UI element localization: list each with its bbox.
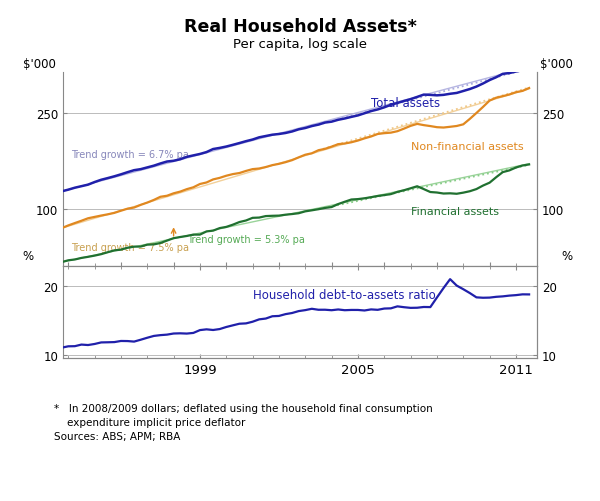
Text: *   In 2008/2009 dollars; deflated using the household final consumption
    exp: * In 2008/2009 dollars; deflated using t… bbox=[54, 403, 433, 441]
Text: Financial assets: Financial assets bbox=[410, 206, 499, 216]
Text: %: % bbox=[23, 249, 34, 263]
Text: Per capita, log scale: Per capita, log scale bbox=[233, 38, 367, 51]
Text: Trend growth = 7.5% pa: Trend growth = 7.5% pa bbox=[71, 243, 189, 253]
Text: Trend growth = 6.7% pa: Trend growth = 6.7% pa bbox=[71, 150, 189, 160]
Text: Real Household Assets*: Real Household Assets* bbox=[184, 18, 416, 36]
Text: $'000: $'000 bbox=[539, 58, 572, 71]
Text: Trend growth = 5.3% pa: Trend growth = 5.3% pa bbox=[187, 234, 305, 244]
Text: %: % bbox=[562, 249, 572, 263]
Text: Non-financial assets: Non-financial assets bbox=[410, 142, 523, 152]
Text: Household debt-to-assets ratio: Household debt-to-assets ratio bbox=[253, 288, 436, 301]
Text: $'000: $'000 bbox=[23, 58, 56, 71]
Text: Total assets: Total assets bbox=[371, 97, 440, 110]
